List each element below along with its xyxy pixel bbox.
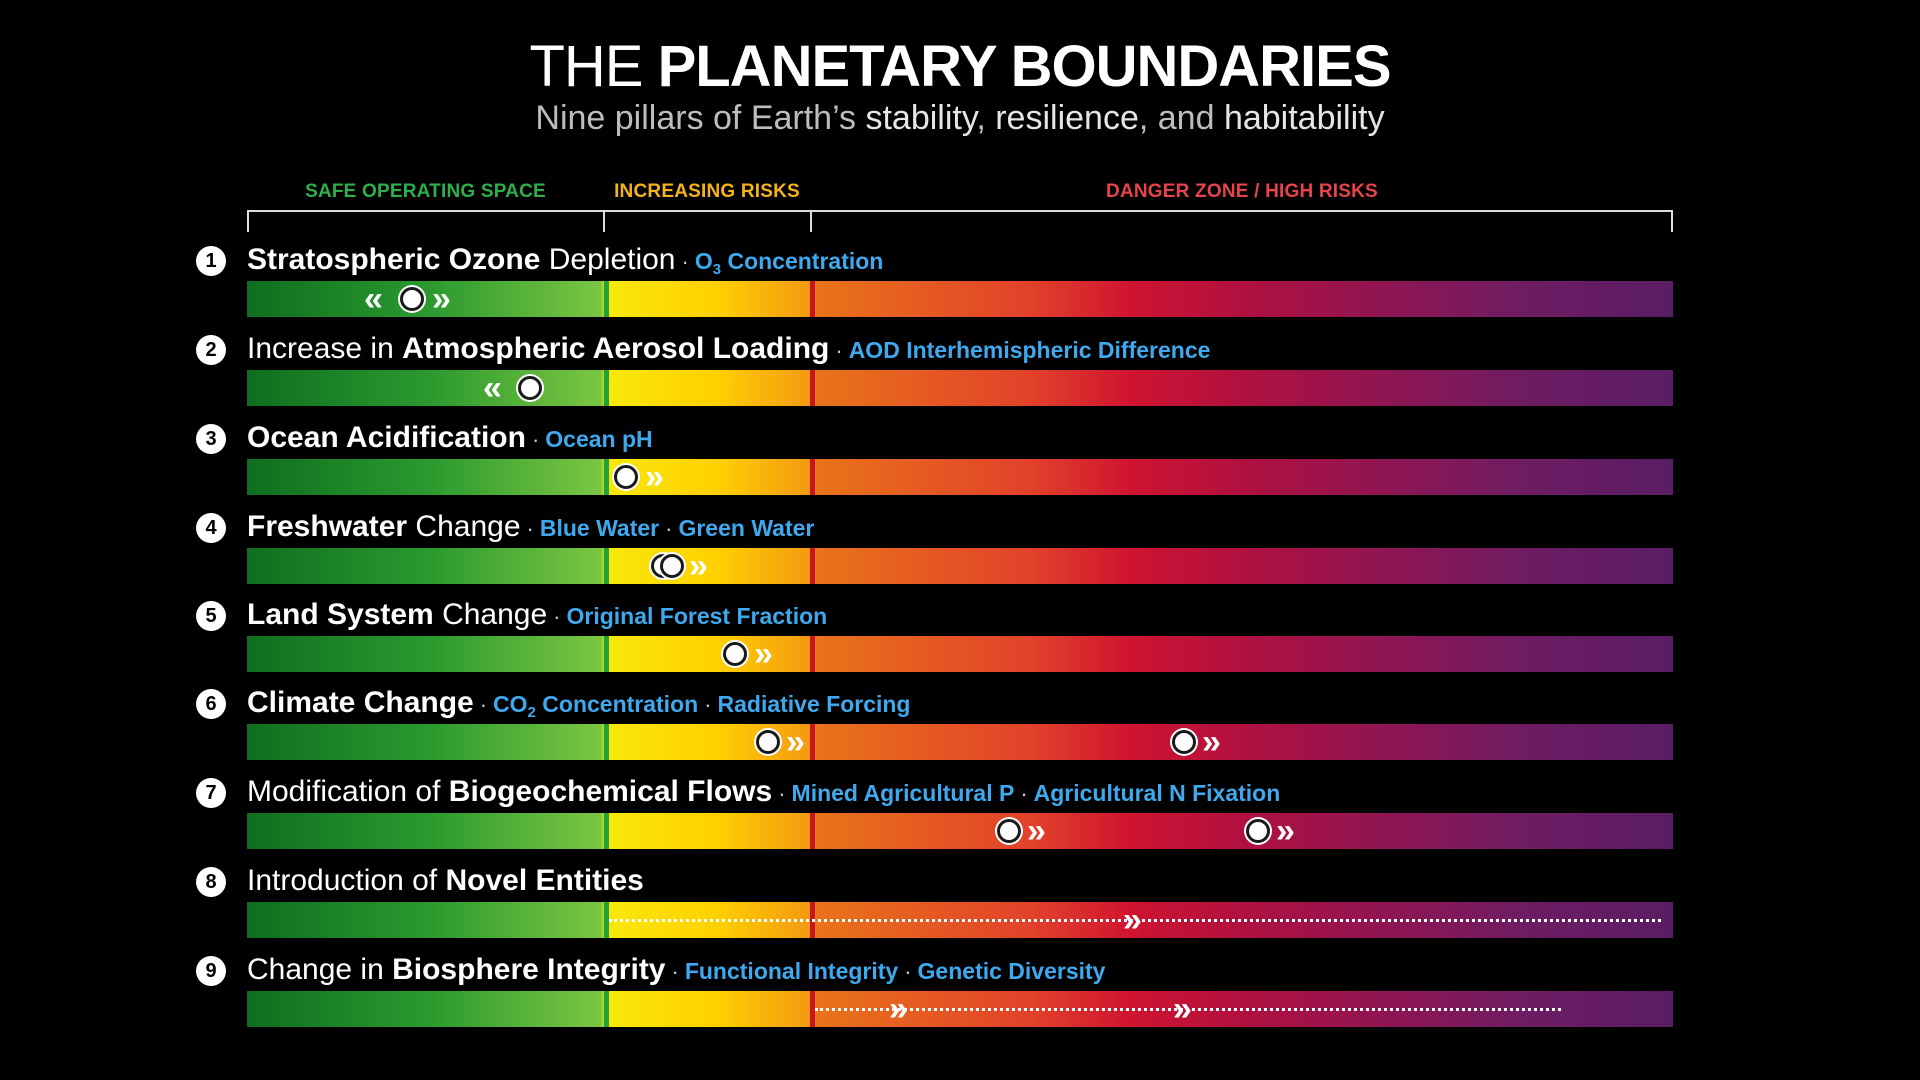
status-bar: » — [247, 547, 1673, 585]
status-bar: » — [247, 635, 1673, 673]
boundary-number: 7 — [196, 778, 226, 808]
safe-boundary-line — [604, 281, 609, 317]
chevron-left-icon: « — [364, 280, 383, 318]
boundary-heading: Climate Change · CO2 Concentration · Radiati… — [247, 686, 911, 721]
status-bar: « » — [247, 280, 1673, 318]
indicator-label: AOD Interhemispheric Difference — [848, 337, 1211, 363]
chevron-right-icon: » — [432, 280, 451, 318]
status-bar: » » — [247, 812, 1673, 850]
indicator-label: CO2 Concentration — [493, 691, 699, 721]
boundary-number: 1 — [196, 246, 226, 276]
danger-boundary-line — [810, 548, 815, 584]
status-bar: « — [247, 369, 1673, 407]
uncertainty-dotted-line — [815, 1008, 1561, 1011]
zone-label-safe: SAFE OPERATING SPACE — [305, 181, 546, 202]
boundary-number: 6 — [196, 689, 226, 719]
indicator-label: Agricultural N Fixation — [1033, 780, 1281, 806]
indicator-label: Original Forest Fraction — [566, 603, 828, 629]
boundary-row-9: 9 Change in Biosphere Integrity · Function… — [0, 953, 1920, 1048]
boundary-heading: Increase in Atmospheric Aerosol Loading ·… — [247, 332, 1211, 365]
page-title: THE PLANETARY BOUNDARIES — [529, 34, 1391, 99]
bracket-tick — [810, 210, 812, 232]
chevron-right-icon: » — [1276, 812, 1295, 850]
indicator-label: Ocean pH — [545, 426, 653, 452]
danger-boundary-line — [810, 991, 815, 1027]
danger-boundary-line — [810, 459, 815, 495]
status-bar: » — [247, 901, 1673, 939]
chevron-right-icon: » — [645, 458, 664, 496]
status-bar: » » — [247, 990, 1673, 1028]
boundary-heading: Modification of Biogeochemical Flows · Min… — [247, 775, 1281, 808]
danger-boundary-line — [810, 370, 815, 406]
chevron-right-icon: » — [786, 723, 805, 761]
boundary-row-6: 6 Climate Change · CO2 Concentration · Radia… — [0, 686, 1920, 781]
boundary-number: 8 — [196, 867, 226, 897]
chevron-right-icon: » — [1173, 990, 1192, 1028]
status-marker — [723, 642, 747, 666]
safe-boundary-line — [604, 548, 609, 584]
status-marker — [400, 287, 424, 311]
boundary-row-5: 5 Land System Change · Original Forest Fra… — [0, 598, 1920, 693]
uncertainty-dotted-line — [609, 919, 1661, 922]
boundary-row-7: 7 Modification of Biogeochemical Flows · M… — [0, 775, 1920, 870]
indicator-label: Mined Agricultural P — [791, 780, 1015, 806]
boundary-heading: Change in Biosphere Integrity · Functional… — [247, 953, 1106, 986]
boundary-number: 9 — [196, 956, 226, 986]
page-subtitle: Nine pillars of Earth’s stability, resil… — [535, 99, 1385, 137]
boundary-heading: Land System Change · Original Forest Fract… — [247, 598, 828, 631]
bracket-tick — [603, 210, 605, 232]
danger-boundary-line — [810, 281, 815, 317]
bracket-tick — [1671, 210, 1673, 232]
safe-boundary-line — [604, 636, 609, 672]
indicator-label: Genetic Diversity — [917, 958, 1106, 984]
chevron-right-icon: » — [689, 547, 708, 585]
status-marker — [660, 554, 684, 578]
status-bar: » — [247, 458, 1673, 496]
zone-label-increasing: INCREASING RISKS — [614, 181, 800, 202]
safe-boundary-line — [604, 724, 609, 760]
safe-boundary-line — [604, 459, 609, 495]
safe-boundary-line — [604, 991, 609, 1027]
boundary-heading: Ocean Acidification · Ocean pH — [247, 421, 653, 454]
boundary-number: 5 — [196, 601, 226, 631]
zone-label-danger: DANGER ZONE / HIGH RISKS — [1106, 181, 1378, 202]
status-marker — [1246, 819, 1270, 843]
status-marker — [614, 465, 638, 489]
status-marker — [756, 730, 780, 754]
bracket-tick — [247, 210, 249, 232]
danger-boundary-line — [810, 813, 815, 849]
indicator-label: Blue Water — [539, 515, 660, 541]
chevron-right-icon: » — [1123, 901, 1142, 939]
status-marker — [997, 819, 1021, 843]
status-bar: » » — [247, 723, 1673, 761]
boundary-row-1: 1 Stratospheric Ozone Depletion · O3 Conce… — [0, 243, 1920, 338]
indicator-label: Functional Integrity — [684, 958, 899, 984]
status-marker — [518, 376, 542, 400]
chevron-right-icon: » — [889, 990, 908, 1028]
status-marker — [1172, 730, 1196, 754]
chevron-right-icon: » — [1027, 812, 1046, 850]
boundary-row-8: 8 Introduction of Novel Entities » — [0, 864, 1920, 959]
safe-boundary-line — [604, 813, 609, 849]
boundary-number: 4 — [196, 513, 226, 543]
boundary-number: 2 — [196, 335, 226, 365]
boundary-number: 3 — [196, 424, 226, 454]
boundary-heading: Freshwater Change · Blue Water · Green Water — [247, 510, 815, 543]
boundary-row-2: 2 Increase in Atmospheric Aerosol Loadin… — [0, 332, 1920, 427]
chevron-right-icon: » — [754, 635, 773, 673]
indicator-label: Radiative Forcing — [717, 691, 911, 717]
indicator-label: O3 Concentration — [694, 248, 884, 278]
safe-boundary-line — [604, 370, 609, 406]
boundary-heading: Introduction of Novel Entities — [247, 864, 644, 897]
safe-boundary-line — [604, 902, 609, 938]
chevron-right-icon: » — [1202, 723, 1221, 761]
danger-boundary-line — [810, 636, 815, 672]
indicator-label: Green Water — [678, 515, 815, 541]
chevron-left-icon: « — [483, 369, 502, 407]
boundary-heading: Stratospheric Ozone Depletion · O3 Concent… — [247, 243, 884, 278]
danger-boundary-line — [810, 724, 815, 760]
zone-bracket — [247, 210, 1673, 232]
boundary-row-4: 4 Freshwater Change · Blue Water · Green Wat… — [0, 510, 1920, 605]
boundary-row-3: 3 Ocean Acidification · Ocean pH » — [0, 421, 1920, 516]
